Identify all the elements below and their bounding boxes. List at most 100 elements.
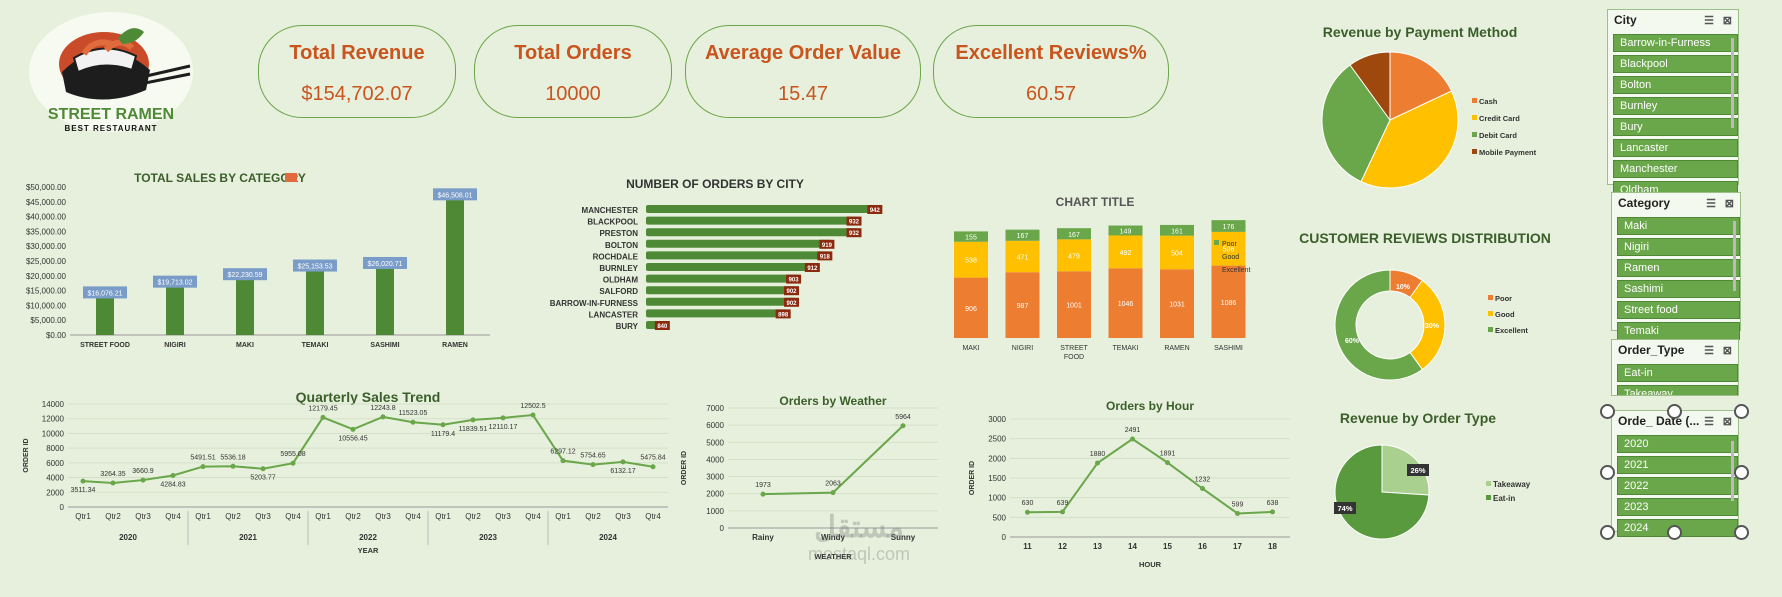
slicer-item[interactable]: Bolton: [1613, 76, 1738, 94]
x-tick-label: NIGIRI: [164, 342, 185, 349]
data-label-bg: [654, 321, 670, 330]
legend-swatch: [1486, 495, 1491, 500]
x-tick-label: 14: [1128, 542, 1137, 551]
data-point: [80, 478, 86, 484]
legend-swatch: [1214, 253, 1219, 258]
chart-order-type[interactable]: Revenue by Order Type 26% 74% Takeaway Eat-i…: [1280, 403, 1570, 543]
slicer-item[interactable]: Bury: [1613, 118, 1738, 136]
slicer-item[interactable]: Sashimi: [1617, 280, 1740, 298]
slicer-item[interactable]: Street food: [1617, 301, 1740, 319]
resize-handle[interactable]: [1667, 404, 1682, 419]
chart-title: CHART TITLE: [1056, 195, 1135, 209]
chart-reviews-distribution[interactable]: CUSTOMER REVIEWS DISTRIBUTION 10% 30% 60% Po…: [1280, 223, 1570, 393]
data-label: 898: [778, 312, 789, 318]
data-label: 5536.18: [220, 454, 245, 461]
chart-orders-by-hour[interactable]: Orders by Hour 0 500 1000 1500 2000 2500 3000 63…: [966, 393, 1296, 570]
chart-title: Revenue by Payment Method: [1323, 24, 1518, 40]
y-tick-label: $5,000.00: [30, 316, 66, 325]
logo-tagline: BEST RESTAURANT: [64, 124, 158, 133]
x-tick-label: RAMEN: [1164, 345, 1189, 352]
chart-sales-by-category[interactable]: TOTAL SALES BY CATEGORY $0.00 $5,000.00 $10…: [20, 160, 510, 355]
slicer-category[interactable]: Category ☰ ⊠ Maki Nigiri Ramen Sashimi Stree…: [1611, 192, 1741, 340]
bar: [646, 205, 880, 213]
legend-label: Poor: [1222, 241, 1237, 248]
multi-select-icon[interactable]: ☰: [1704, 15, 1714, 27]
y-tick-label: BURY: [616, 322, 639, 331]
chart-title: NUMBER OF ORDERS BY CITY: [626, 177, 804, 191]
slicer-item[interactable]: 2021: [1617, 456, 1738, 474]
data-label-bg: [784, 297, 799, 307]
kpi-title: Excellent Reviews%: [955, 42, 1147, 64]
legend-swatch: [1486, 481, 1491, 486]
slicer-item[interactable]: 2020: [1617, 435, 1738, 453]
legend-label: Good: [1495, 310, 1515, 319]
resize-handle[interactable]: [1734, 525, 1749, 540]
chart-payment-method[interactable]: Revenue by Payment Method Cash Credit Card…: [1280, 20, 1570, 198]
slicer-city[interactable]: City ☰ ⊠ Barrow-in-Furness Blackpool Bolto…: [1607, 9, 1739, 199]
bar: [646, 286, 796, 295]
resize-handle[interactable]: [1600, 465, 1615, 480]
y-tick-label: 3000: [706, 473, 724, 482]
chart-stacked-reviews[interactable]: CHART TITLE 906 538 155 MAKI 987 471 167 NIGIRI 1…: [920, 188, 1260, 363]
slicer-item[interactable]: Burnley: [1613, 97, 1738, 115]
data-label: $25,153.53: [297, 264, 332, 271]
kpi-title: Average Order Value: [704, 42, 902, 64]
chart-orders-by-city[interactable]: NUMBER OF ORDERS BY CITY MANCHESTER 942 BLA…: [520, 168, 910, 358]
slicer-item[interactable]: Barrow-in-Furness: [1613, 34, 1738, 52]
resize-handle[interactable]: [1734, 404, 1749, 419]
slicer-item[interactable]: Nigiri: [1617, 238, 1740, 256]
y-tick-label: $0.00: [46, 331, 67, 340]
slicer-item[interactable]: Ramen: [1617, 259, 1740, 277]
data-label: 2491: [1125, 427, 1141, 434]
bar-segment: [1057, 228, 1091, 240]
clear-filter-icon[interactable]: ⊠: [1722, 416, 1732, 428]
scrollbar[interactable]: [1733, 221, 1736, 291]
y-axis-label: ORDER ID: [681, 451, 688, 485]
y-tick-label: 6000: [46, 459, 64, 468]
y-tick-label: 5000: [706, 438, 724, 447]
resize-handle[interactable]: [1600, 525, 1615, 540]
donut-slice: [1334, 269, 1424, 381]
chart-orders-by-weather[interactable]: Orders by Weather 0 1000 2000 3000 4000 5000 60…: [678, 388, 958, 565]
data-label-bg: [223, 268, 267, 281]
multi-select-icon[interactable]: ☰: [1704, 345, 1714, 357]
x-tick-label: Qtr4: [405, 512, 421, 521]
resize-handle[interactable]: [1734, 465, 1749, 480]
clear-filter-icon[interactable]: ⊠: [1724, 198, 1734, 210]
data-label: 4284.83: [160, 481, 185, 488]
slicer-item[interactable]: Eat-in: [1617, 364, 1738, 382]
slicer-item[interactable]: Temaki: [1617, 322, 1740, 340]
legend-label: Cash: [1479, 97, 1498, 106]
data-point: [1130, 436, 1135, 442]
legend-swatch: [1472, 132, 1477, 137]
slicer-order-type[interactable]: Order_Type ☰ ⊠ Eat-in Takeaway: [1611, 339, 1739, 396]
data-point: [1095, 460, 1100, 466]
clear-filter-icon[interactable]: ⊠: [1722, 345, 1732, 357]
y-tick-label: 2000: [988, 454, 1006, 463]
data-label: 599: [1232, 501, 1244, 508]
slicer-title: Order_Type: [1618, 343, 1685, 357]
multi-select-icon[interactable]: ☰: [1704, 416, 1714, 428]
slicer-item[interactable]: Maki: [1617, 217, 1740, 235]
multi-select-icon[interactable]: ☰: [1706, 198, 1716, 210]
slicer-item[interactable]: 2022: [1617, 477, 1738, 495]
y-axis-label: ORDER ID: [23, 438, 30, 472]
slicer-order-date[interactable]: Orde_ Date (... ☰ ⊠ 2020 2021 2022 2023 2024: [1611, 410, 1739, 537]
x-tick-label: 13: [1093, 542, 1102, 551]
x-tick-label: Qtr4: [645, 512, 661, 521]
kpi-value: $154,702.07: [301, 83, 413, 105]
clear-filter-icon[interactable]: ⊠: [1722, 15, 1732, 27]
chart-quarterly-trend[interactable]: Quarterly Sales Trend 0 2000 4000 6000 8000 10…: [20, 383, 675, 560]
pie-slice: [1389, 51, 1453, 121]
bar: [646, 309, 788, 318]
slicer-item[interactable]: 2023: [1617, 498, 1738, 516]
resize-handle[interactable]: [1600, 404, 1615, 419]
resize-handle[interactable]: [1667, 525, 1682, 540]
slicer-item[interactable]: Takeaway: [1617, 385, 1738, 395]
scrollbar[interactable]: [1731, 441, 1734, 501]
x-tick-label: Qtr2: [465, 512, 481, 521]
scrollbar[interactable]: [1731, 38, 1734, 128]
slicer-item[interactable]: Blackpool: [1613, 55, 1738, 73]
slicer-item[interactable]: Lancaster: [1613, 139, 1738, 157]
slicer-item[interactable]: Manchester: [1613, 160, 1738, 178]
